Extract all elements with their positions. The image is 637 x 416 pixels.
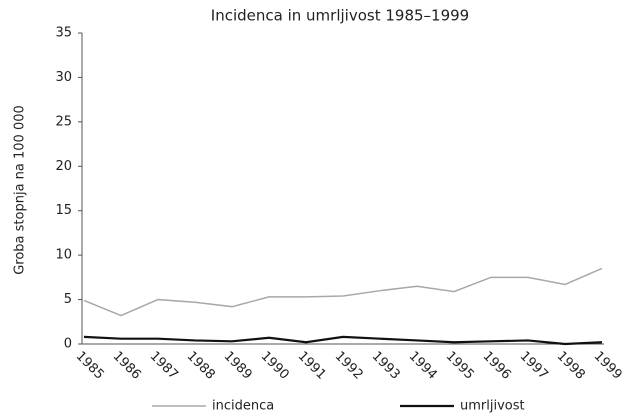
x-tick-label: 1985 <box>73 349 107 383</box>
line-series <box>83 267 603 317</box>
y-tick-label: 10 <box>55 248 72 263</box>
y-tick-label: 25 <box>55 114 72 129</box>
y-tick-label: 15 <box>55 203 72 218</box>
x-tick-label: 1989 <box>221 349 255 383</box>
x-tick-label: 1996 <box>480 349 514 383</box>
legend-label: incidenca <box>212 399 274 414</box>
y-tick-label: 0 <box>64 337 72 352</box>
x-tick-label: 1994 <box>406 349 440 383</box>
x-tick-label: 1986 <box>110 349 144 383</box>
y-tick-label: 20 <box>55 159 72 174</box>
x-tick-label: 1991 <box>295 349 329 383</box>
x-tick-label: 1999 <box>591 349 625 383</box>
legend-label: umrljivost <box>460 399 525 414</box>
x-tick-label: 1988 <box>184 349 218 383</box>
x-tick-label: 1995 <box>443 349 477 383</box>
y-tick-label: 5 <box>64 292 72 307</box>
x-tick-label: 1987 <box>147 349 181 383</box>
y-axis-label: Groba stopnja na 100 000 <box>13 105 28 275</box>
y-tick-label: 30 <box>55 70 72 85</box>
y-tick-label: 35 <box>55 26 72 41</box>
x-tick-label: 1992 <box>332 349 366 383</box>
chart-title: Incidenca in umrljivost 1985–1999 <box>211 7 469 25</box>
line-series <box>83 335 603 346</box>
x-tick-label: 1997 <box>517 349 551 383</box>
x-tick-label: 1990 <box>258 349 292 383</box>
x-tick-label: 1998 <box>554 349 588 383</box>
x-tick-label: 1993 <box>369 349 403 383</box>
